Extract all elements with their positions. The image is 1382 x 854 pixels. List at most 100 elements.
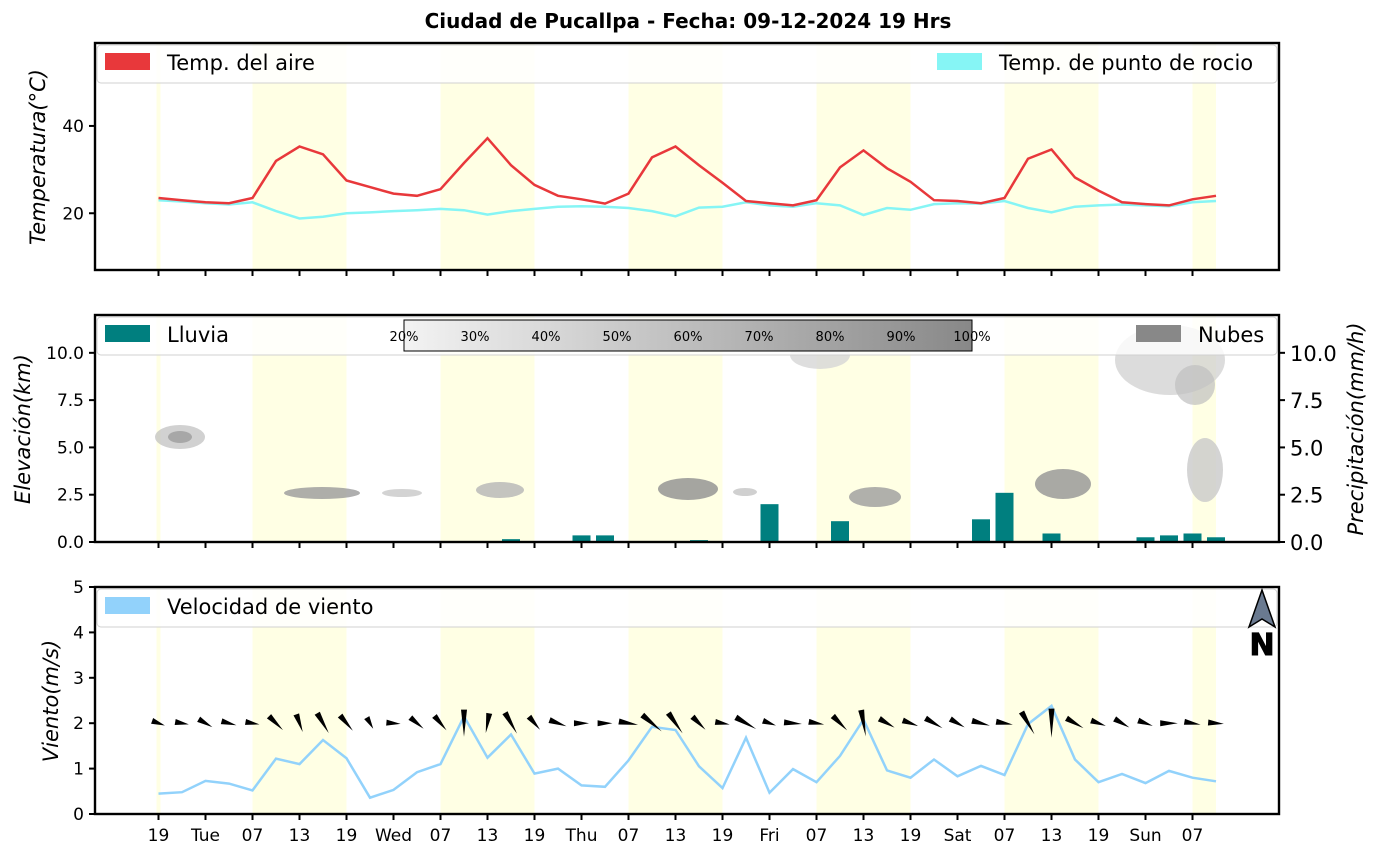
temperature-x-ticks [157, 270, 1194, 276]
y-tick-label: 7.5 [57, 391, 84, 411]
cloud-blob [476, 482, 524, 498]
x-tick-label: 07 [806, 826, 828, 846]
temp-air-line [158, 136, 1217, 207]
cloud-blob [1187, 438, 1223, 502]
day-band [1192, 587, 1216, 814]
x-tick-label: 19 [336, 826, 358, 846]
wind-arrow-icon [714, 718, 730, 725]
dew-point-line [158, 198, 1217, 220]
colorbar-label: 100% [953, 330, 990, 345]
wind-arrow-icon [971, 717, 990, 726]
north-arrow-icon [1247, 587, 1277, 629]
legend-swatch-dew-point [937, 53, 982, 70]
chart-title: Ciudad de Pucallpa - Fecha: 09-12-2024 1… [425, 9, 952, 33]
y-tick-label-right: 2.5 [1290, 484, 1323, 508]
wind-x-ticks [157, 814, 1194, 820]
y-tick-label-right: 7.5 [1290, 389, 1323, 413]
wind-arrow-icon [502, 711, 517, 734]
rain-bar [972, 519, 990, 542]
wind-arrow-icon [386, 719, 401, 726]
x-tick-label: 07 [242, 826, 264, 846]
rain-bar [596, 535, 614, 542]
wind-arrow-icon [266, 714, 283, 731]
wind-arrow-icon [901, 717, 919, 727]
y-tick-label: 0 [73, 805, 84, 825]
x-tick-label: 07 [994, 826, 1016, 846]
legend-box [96, 588, 1278, 628]
precipitation-y-label: Precipitación(mm/h) [1344, 322, 1368, 535]
x-tick-label: 19 [1088, 826, 1110, 846]
rain-bar [1160, 535, 1178, 542]
legend-label-dew-point: Temp. de punto de rocio [998, 51, 1253, 75]
y-tick-label: 10.0 [46, 344, 84, 364]
wind-arrow-icon [1160, 720, 1178, 727]
legend-label-clouds: Nubes [1198, 323, 1264, 347]
time-axis-labels: 19 Tue 07 13 19 Wed 07 13 19 Thu 07 13 19 Fri 07 13 19 Sa… [148, 826, 1204, 846]
y-tick-label: 4 [73, 623, 84, 643]
wind-arrow-icon [640, 712, 662, 732]
legend-label-temp-air: Temp. del aire [166, 51, 315, 75]
wind-arrow-icon [174, 719, 189, 725]
colorbar-label: 80% [816, 330, 845, 345]
wind-arrow-icon [948, 716, 965, 728]
rain-bar [572, 535, 591, 542]
wind-arrow-icon [1090, 717, 1106, 726]
day-band [156, 43, 161, 270]
legend-swatch-rain [105, 325, 150, 342]
cloud-blob [1175, 365, 1215, 405]
wind-arrow-icon [597, 720, 613, 727]
wind-arrow-icon [337, 713, 353, 731]
x-tick-label: 07 [430, 826, 452, 846]
y-tick-label-right: 0.0 [1290, 531, 1323, 555]
rain-bar [502, 539, 520, 542]
x-tick-label: Sun [1129, 826, 1161, 846]
wind-arrow-icon [783, 719, 802, 726]
wind-arrow-icon [1207, 719, 1224, 726]
x-tick-label: 13 [477, 826, 499, 846]
cloud-colorbar [403, 319, 973, 352]
rain-bar [1183, 533, 1202, 542]
wind-arrow-icon [548, 717, 567, 727]
wind-arrow-icon [734, 714, 757, 730]
x-tick-label: 07 [618, 826, 640, 846]
x-tick-label: 13 [1041, 826, 1063, 846]
wind-arrow-icon [1113, 716, 1130, 728]
wind-arrow-icon [526, 714, 541, 730]
wind-arrow-icon [877, 716, 895, 728]
wind-arrow-icon [245, 719, 260, 725]
cloud-blob [733, 488, 757, 496]
rain-bar [1042, 533, 1061, 542]
colorbar-label: 60% [674, 330, 703, 345]
wind-arrow-icon [995, 718, 1013, 725]
wind-y-ticks: 0 1 2 3 4 5 [73, 578, 95, 825]
temperature-legend: Temp. del aire Temp. de punto de rocio [96, 44, 1278, 84]
y-tick-label: 5.0 [57, 438, 84, 458]
north-label: N [1249, 628, 1274, 663]
wind-arrow-icon [808, 718, 825, 725]
x-tick-label: Sat [944, 826, 972, 846]
x-tick-label: 19 [148, 826, 170, 846]
legend-label-wind: Velocidad de viento [167, 595, 373, 619]
wind-arrow-icon [830, 713, 848, 731]
x-tick-label: 13 [665, 826, 687, 846]
wind-arrow-icon [1048, 708, 1055, 738]
wind-arrow-icon [151, 718, 165, 726]
temperature-y-label: Temperatura(°C) [26, 69, 50, 245]
x-tick-label: 13 [853, 826, 875, 846]
rain-bar [760, 504, 779, 542]
colorbar-label: 20% [390, 330, 419, 345]
day-band [156, 587, 161, 814]
x-tick-label: 07 [1182, 826, 1204, 846]
y-tick-label: 2.5 [57, 486, 84, 506]
colorbar-label: 90% [887, 330, 916, 345]
wind-line [158, 703, 1217, 800]
x-tick-label: Wed [375, 826, 412, 846]
colorbar-label: 40% [532, 330, 561, 345]
rain-bar [831, 521, 849, 542]
colorbar-label: 70% [745, 330, 774, 345]
colorbar-labels: 20% 30% 40% 50% 60% 70% 80% 90% 100% [390, 330, 991, 345]
north-indicator: N [1247, 587, 1277, 664]
legend-label-rain: Lluvia [167, 323, 229, 347]
x-tick-label: 19 [712, 826, 734, 846]
